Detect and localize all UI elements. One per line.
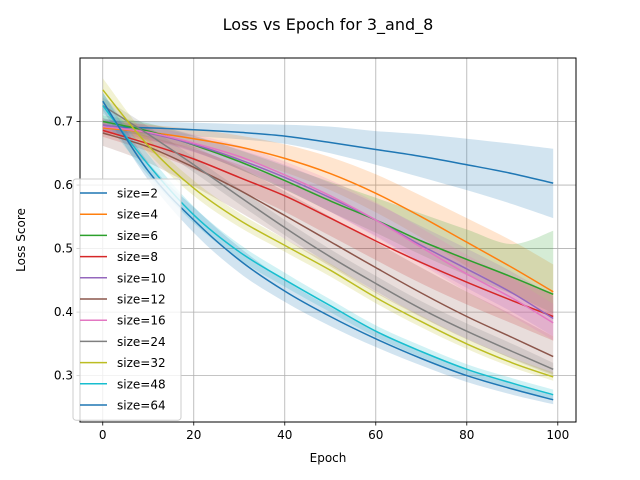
line-size-16 [102,125,554,324]
legend-label-size-2: size=2 [117,187,158,201]
line-size-24 [102,104,554,370]
y-tick-label: 0.6 [54,178,73,192]
y-tick-label: 0.5 [54,242,73,256]
y-tick-label: 0.7 [54,115,73,129]
line-size-2 [102,125,554,184]
x-tick-label: 40 [277,428,292,442]
band-size-4 [102,121,554,318]
line-size-12 [102,132,554,358]
line-size-10 [102,123,554,320]
legend-label-size-6: size=6 [117,229,158,243]
y-axis-label: Loss Score [14,208,28,272]
y-tick-label: 0.3 [54,369,73,383]
band-size-12 [102,118,554,375]
y-tick-label: 0.4 [54,305,73,319]
chart-title: Loss vs Epoch for 3_and_8 [223,15,434,35]
line-size-4 [102,127,554,293]
x-tick-label: 80 [459,428,474,442]
y-axis: 0.3 0.4 0.5 0.6 0.7 [54,115,80,383]
x-tick-label: 0 [99,428,107,442]
series-lines [102,89,554,401]
x-tick-label: 20 [186,428,201,442]
legend-label-size-16: size=16 [117,314,166,328]
legend-label-size-8: size=8 [117,250,158,264]
line-size-8 [102,129,554,318]
legend-label-size-64: size=64 [117,399,166,413]
x-axis-label: Epoch [310,451,347,465]
legend-label-size-24: size=24 [117,335,166,349]
legend-label-size-10: size=10 [117,271,166,285]
band-size-24 [102,97,554,376]
legend-label-size-32: size=32 [117,356,166,370]
legend-label-size-48: size=48 [117,377,166,391]
band-size-6 [102,115,554,314]
x-tick-label: 60 [368,428,383,442]
legend-label-size-4: size=4 [117,208,158,222]
line-size-32 [102,89,554,378]
x-axis: 0 20 40 60 80 100 [99,422,569,442]
legend: size=2 size=4 size=6 size=8 size=10 size=12 si… [72,178,182,421]
legend-box [72,178,182,421]
x-tick-label: 100 [546,428,569,442]
legend-label-size-12: size=12 [117,293,166,307]
band-size-2 [102,120,554,219]
